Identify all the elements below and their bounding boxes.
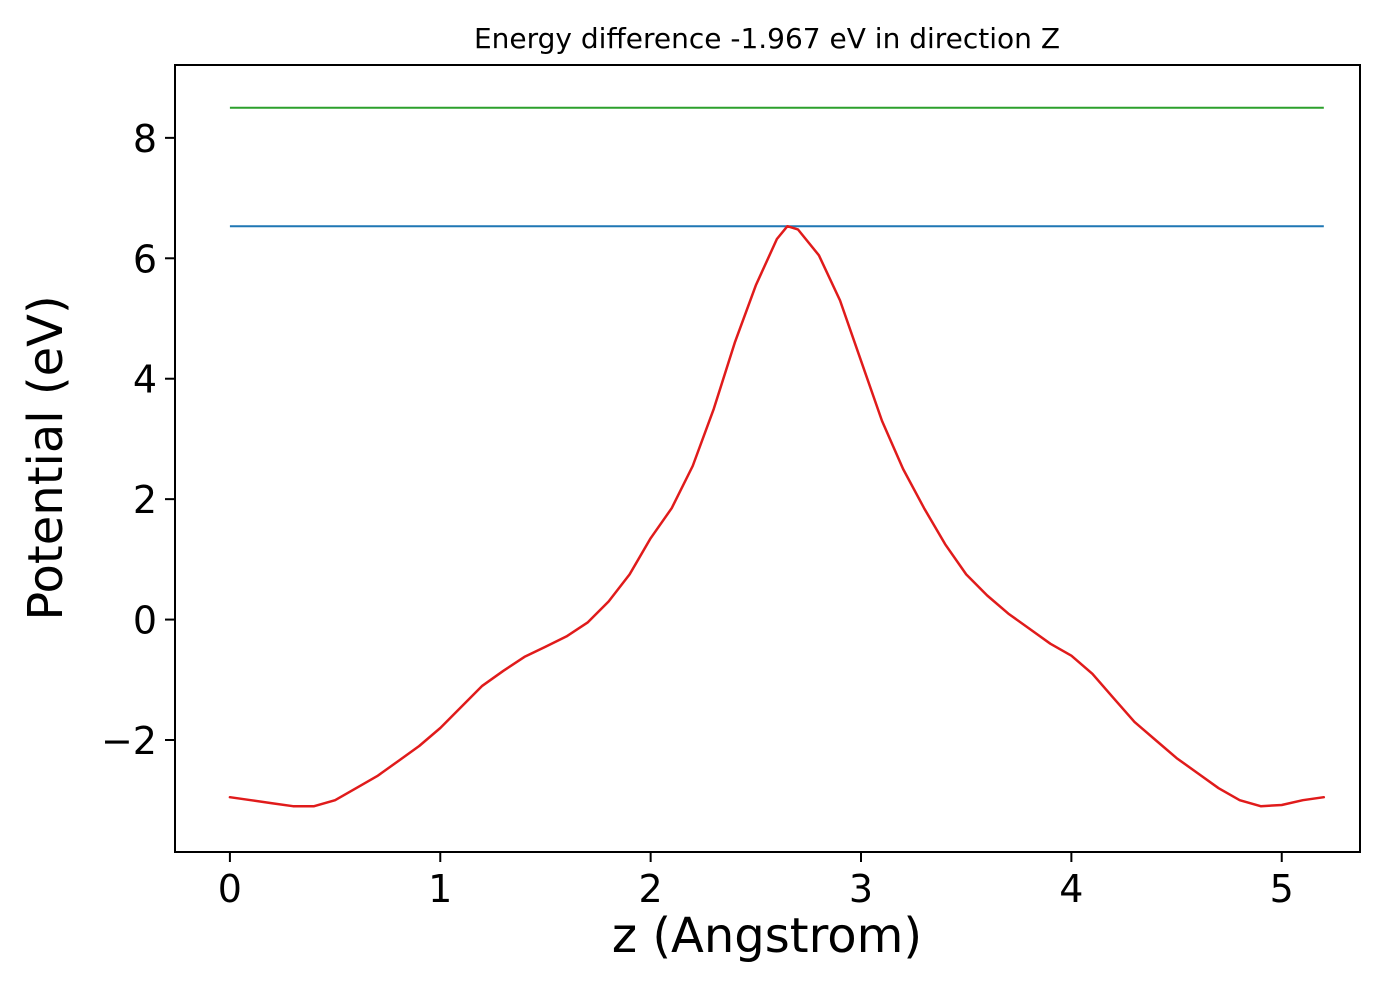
x-tick-label: 3 — [849, 867, 873, 911]
x-tick-label: 1 — [428, 867, 452, 911]
y-tick-label: −2 — [101, 719, 157, 763]
x-tick-label: 5 — [1270, 867, 1294, 911]
y-tick-label: 6 — [133, 237, 157, 281]
series-planar-averaged-potential — [228, 224, 1326, 808]
y-tick-label: 0 — [133, 599, 157, 643]
y-tick-label: 8 — [133, 117, 157, 161]
y-tick-label: 4 — [133, 358, 157, 402]
y-tick-label: 2 — [133, 478, 157, 522]
chart-title: Energy difference -1.967 eV in direction… — [474, 22, 1060, 55]
y-axis-label: Potential (eV) — [18, 295, 74, 620]
x-axis-label: z (Angstrom) — [612, 908, 922, 964]
plot-border — [174, 64, 1361, 853]
x-tick-label: 4 — [1059, 867, 1083, 911]
x-tick-label: 2 — [639, 867, 663, 911]
x-tick-label: 0 — [218, 867, 242, 911]
